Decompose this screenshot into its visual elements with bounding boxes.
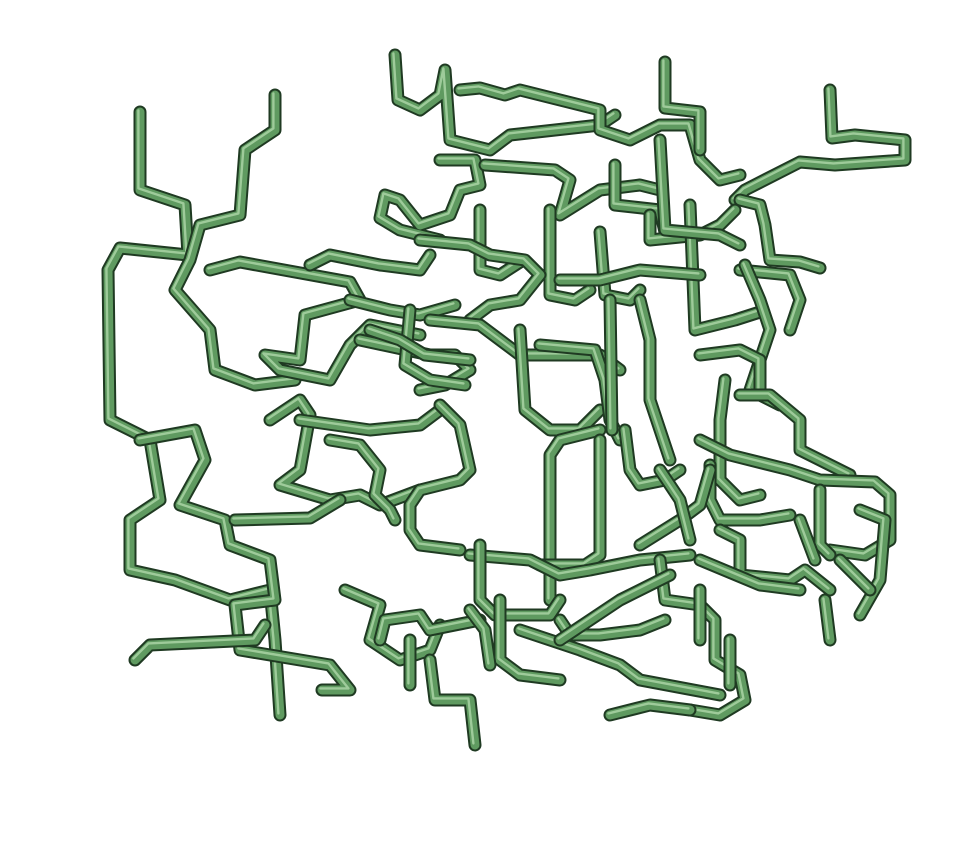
pipe-segment — [295, 405, 445, 435]
pipe-segment-highlight — [557, 572, 670, 640]
pipe-segment-highlight — [822, 597, 830, 640]
pipe-segment — [545, 205, 595, 305]
pipe-segment — [545, 425, 605, 605]
pipe-segment — [205, 257, 425, 385]
pipe-segment-highlight — [657, 467, 690, 540]
pipe-segment-highlight — [557, 617, 665, 635]
pipe-segment — [425, 655, 480, 750]
pipe-segment-highlight — [367, 327, 470, 360]
pipe-segment-highlight — [607, 297, 612, 430]
pipe-segment-highlight — [737, 392, 850, 475]
pipe-segment-highlight — [392, 52, 615, 150]
pipe-segment — [555, 265, 705, 285]
pipe-segment-highlight — [817, 487, 830, 555]
pipe-segment-highlight — [657, 557, 745, 715]
pipe-segment — [103, 107, 285, 720]
pipe-segment-highlight — [637, 297, 670, 460]
pipe-segment-highlight — [307, 252, 430, 270]
pipe-segment-highlight — [557, 267, 700, 280]
pipe-segment-highlight — [657, 137, 740, 245]
pipe-segment-highlight — [797, 517, 815, 560]
pipe-segment-highlight — [477, 207, 520, 275]
pipe-segment-highlight — [497, 597, 560, 680]
pipe-segment-highlight — [717, 527, 830, 590]
pipe-segment — [595, 227, 645, 305]
pipe-segment-highlight — [547, 427, 600, 600]
pipe-segment-highlight — [407, 402, 470, 550]
pipe-segment-highlight — [377, 612, 480, 640]
pipe-segment-highlight — [537, 437, 600, 565]
pipe-segment-highlight — [427, 657, 475, 745]
pipe-segment-highlight — [377, 157, 480, 240]
pipe-segment — [820, 595, 835, 645]
pipe-segment-highlight — [402, 307, 465, 385]
pipe-segment-highlight — [105, 109, 280, 715]
pipe-segment-highlight — [547, 207, 590, 300]
pipe-segment-highlight — [837, 557, 870, 590]
pipe-segment-highlight — [417, 237, 540, 320]
pipe-segment-highlight — [297, 407, 440, 430]
pipe-segment — [605, 295, 617, 435]
pipe-segment-highlight — [482, 162, 660, 215]
pipe-segment-highlight — [172, 92, 295, 385]
pipe-segment — [605, 700, 695, 720]
pipe-segment-highlight — [697, 347, 760, 395]
pipe-segment-highlight — [232, 497, 340, 520]
pipe-segment-highlight — [457, 85, 740, 180]
pipe-segment-highlight — [732, 87, 905, 200]
pipe-segment — [465, 550, 695, 580]
pipe-segment-highlight — [717, 377, 760, 500]
pipe-segment — [685, 200, 765, 335]
pipe-segment-highlight — [737, 267, 800, 330]
pipe-segment-highlight — [662, 59, 700, 150]
pipe-segment — [660, 57, 705, 155]
pipe-segments — [101, 48, 912, 752]
pipe-segment-highlight — [687, 202, 760, 330]
pipe-segment-highlight — [697, 437, 890, 555]
pipe-segment — [635, 465, 715, 550]
pipe-segment-highlight — [207, 259, 420, 380]
pipe-segment-highlight — [697, 557, 800, 590]
pipe-segment-highlight — [132, 622, 265, 660]
pipe-segment-highlight — [517, 327, 600, 430]
pipe-segment-highlight — [467, 607, 490, 665]
pipe-segment-highlight — [597, 229, 640, 300]
pipe-segment — [130, 620, 270, 665]
pipe-segment-highlight — [467, 552, 690, 575]
pipe-segment — [230, 495, 345, 525]
pipe-segment — [305, 250, 435, 275]
pipe-segment-highlight — [327, 437, 395, 520]
pipe-segment-highlight — [607, 702, 690, 715]
pipe-segment — [515, 325, 605, 435]
pipe-segment-highlight — [137, 427, 350, 690]
pipe-segment-highlight — [737, 197, 820, 268]
pipe-segment-highlight — [342, 587, 440, 660]
pipe-segment — [535, 435, 605, 570]
pipe-segment — [730, 85, 910, 205]
pipe-segment-highlight — [477, 542, 560, 615]
pipe-segment — [555, 570, 675, 645]
